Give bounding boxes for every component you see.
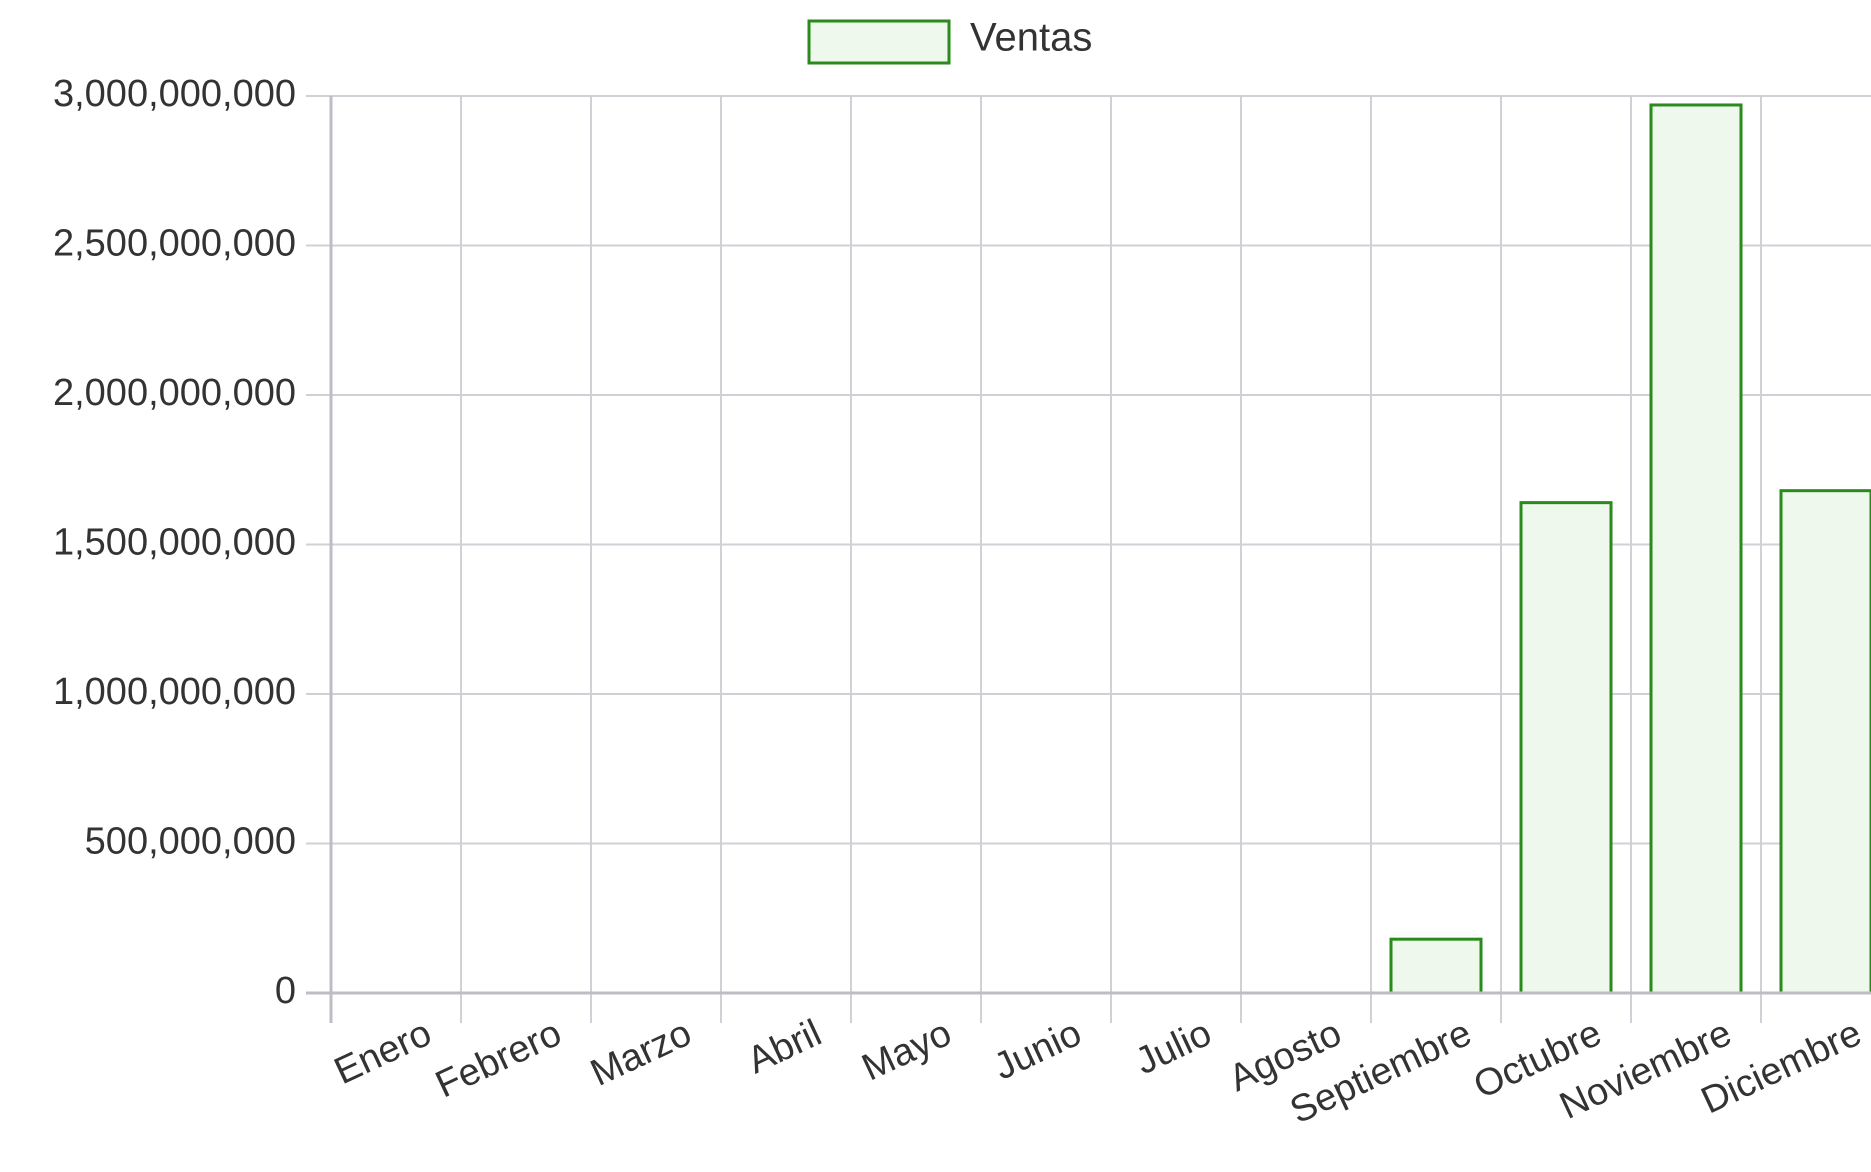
axes bbox=[306, 96, 1871, 1023]
y-axis-tick-labels: 0 500,000,000 1,000,000,000 1,500,000,000 2,… bbox=[53, 73, 296, 1012]
x-tick-label-julio: Julio bbox=[1129, 1012, 1218, 1083]
grid-lines bbox=[306, 95, 1871, 1023]
bar-octubre[interactable] bbox=[1519, 501, 1613, 995]
x-tick-label-marzo: Marzo bbox=[584, 1012, 697, 1095]
chart-legend[interactable]: Ventas bbox=[807, 16, 1092, 65]
y-tick-label: 1,500,000,000 bbox=[53, 522, 296, 564]
y-tick-label: 1,000,000,000 bbox=[53, 671, 296, 713]
x-tick-label-mayo: Mayo bbox=[856, 1012, 958, 1089]
bar-noviembre[interactable] bbox=[1649, 103, 1743, 995]
y-tick-label: 2,500,000,000 bbox=[53, 223, 296, 265]
x-tick-label-junio: Junio bbox=[988, 1012, 1088, 1088]
y-tick-label: 3,000,000,000 bbox=[53, 73, 296, 115]
y-tick-label: 2,000,000,000 bbox=[53, 372, 296, 414]
y-tick-label: 500,000,000 bbox=[85, 821, 296, 863]
bar-septiembre[interactable] bbox=[1389, 937, 1483, 995]
x-tick-label-enero: Enero bbox=[328, 1012, 438, 1093]
x-tick-label-febrero: Febrero bbox=[429, 1012, 567, 1106]
legend-label-ventas: Ventas bbox=[970, 16, 1092, 60]
legend-swatch-ventas bbox=[807, 19, 951, 65]
y-tick-label: 0 bbox=[275, 970, 296, 1012]
x-tick-label-abril: Abril bbox=[741, 1012, 828, 1082]
bar-diciembre[interactable] bbox=[1779, 489, 1871, 995]
bars bbox=[1389, 103, 1871, 995]
